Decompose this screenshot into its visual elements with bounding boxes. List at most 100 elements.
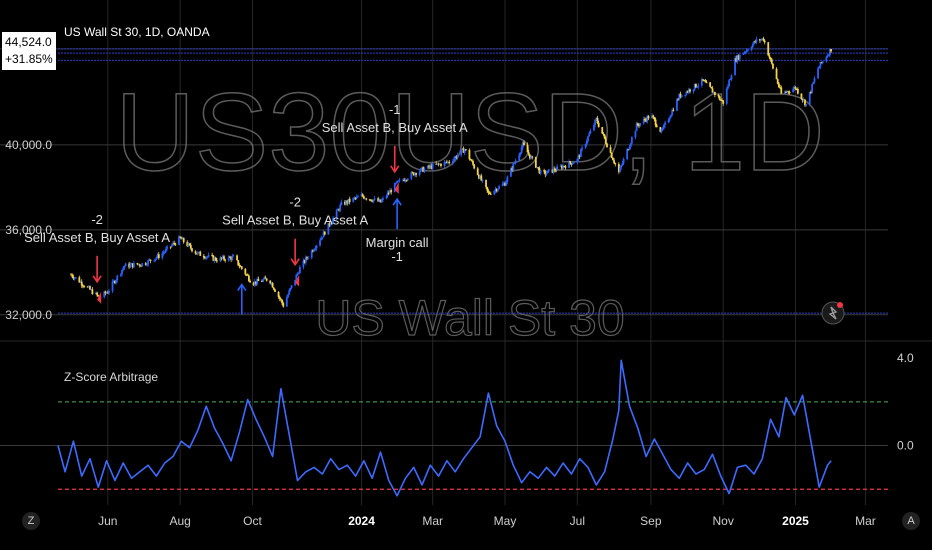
candle-body <box>486 186 489 191</box>
candle-body <box>581 147 583 150</box>
candle-body <box>564 166 567 168</box>
candle-body <box>79 281 82 283</box>
candle-body <box>712 91 715 93</box>
candle-body <box>687 89 690 93</box>
candle-body <box>601 127 604 134</box>
alert-icon[interactable] <box>821 301 845 325</box>
candle-body <box>287 294 289 298</box>
candle-body <box>131 263 134 268</box>
candle-body <box>680 95 683 98</box>
candle-body <box>229 256 231 258</box>
candle-body <box>679 93 682 98</box>
candle-body <box>363 196 365 199</box>
candle-body <box>588 133 591 137</box>
candle-body <box>245 274 248 276</box>
candle-body <box>236 255 238 261</box>
price-axis-tick: 40,000.0 <box>5 138 52 152</box>
candle-body <box>202 255 205 258</box>
candle-body <box>189 244 192 249</box>
candle-body <box>778 83 780 88</box>
candle-body <box>520 147 523 153</box>
candle-body <box>336 209 339 211</box>
candle-body <box>172 242 174 246</box>
candle-body <box>722 100 725 104</box>
candle-body <box>518 154 521 161</box>
candle-body <box>412 172 415 176</box>
candle-body <box>252 282 255 285</box>
candle-body <box>811 84 814 93</box>
candle-body <box>338 209 340 211</box>
candle-body <box>494 189 497 191</box>
candle-body <box>187 243 190 247</box>
signal-text-label: Sell Asset B, Buy Asset A <box>222 213 368 228</box>
candle-body <box>277 291 280 297</box>
candle-body <box>653 117 656 120</box>
time-axis-tick: Sep <box>640 514 662 528</box>
candle-body <box>596 117 599 123</box>
candle-body <box>810 92 812 94</box>
candle-body <box>123 266 126 268</box>
candle-body <box>609 147 612 153</box>
candle-body <box>431 163 434 169</box>
symbol-title: US Wall St 30, 1D, OANDA <box>64 25 210 39</box>
x-axis[interactable]: Jun Aug Oct 2024 Mar May Jul Sep Nov 2025 Mar <box>98 514 876 528</box>
candle-body <box>705 82 708 84</box>
candle-body <box>695 83 697 88</box>
candle-body <box>178 236 180 245</box>
candle-body <box>495 189 498 192</box>
candle-body <box>689 89 691 92</box>
candle-body <box>411 172 414 174</box>
candle-body <box>253 281 256 285</box>
candle-body <box>379 199 382 203</box>
time-axis-tick: Mar <box>422 514 443 528</box>
candle-body <box>462 148 465 153</box>
candle-body <box>280 298 282 300</box>
candle-body <box>162 252 165 254</box>
candle-body <box>700 79 703 86</box>
candle-body <box>130 263 133 265</box>
candle-body <box>676 99 678 111</box>
candle-body <box>551 169 554 173</box>
candle-body <box>711 88 714 93</box>
candle-body <box>373 198 376 200</box>
candle-body <box>438 163 441 165</box>
candle-body <box>429 165 432 168</box>
candle-body <box>303 260 306 263</box>
candle-body <box>468 149 471 160</box>
candle-body <box>180 237 183 240</box>
candle-body <box>536 167 538 169</box>
candle-body <box>410 172 413 179</box>
candle-body <box>103 291 106 298</box>
candle-body <box>813 78 816 83</box>
candle-body <box>553 168 556 171</box>
candle-body <box>360 194 363 197</box>
candle-body <box>381 197 384 201</box>
candle-body <box>670 115 672 118</box>
zoom-toggle-button[interactable]: Z <box>22 512 40 530</box>
candle-body <box>355 196 358 199</box>
candle-body <box>328 223 331 226</box>
candle-body <box>826 55 829 58</box>
y-axis[interactable]: 40,000.0 36,000.0 32,000.0 4.0 0.0 <box>5 138 914 453</box>
candle-body <box>775 68 778 80</box>
candle-body <box>702 79 704 81</box>
candle-body <box>697 85 700 87</box>
candle-body <box>622 158 625 164</box>
candle-body <box>660 129 663 132</box>
candle-body <box>347 198 350 204</box>
candle-body <box>684 94 687 96</box>
time-axis-tick: Oct <box>243 514 262 528</box>
candle-body <box>310 250 313 258</box>
sell-arrow-head <box>92 275 102 284</box>
candle-body <box>502 183 505 185</box>
candle-body <box>569 161 572 164</box>
candle-body <box>249 280 251 283</box>
auto-scale-button[interactable]: A <box>902 512 920 530</box>
candle-body <box>289 288 292 291</box>
candle-body <box>487 190 490 193</box>
candle-body <box>646 116 649 122</box>
candle-body <box>170 245 173 247</box>
candle-body <box>371 200 374 202</box>
candle-body <box>345 200 348 205</box>
